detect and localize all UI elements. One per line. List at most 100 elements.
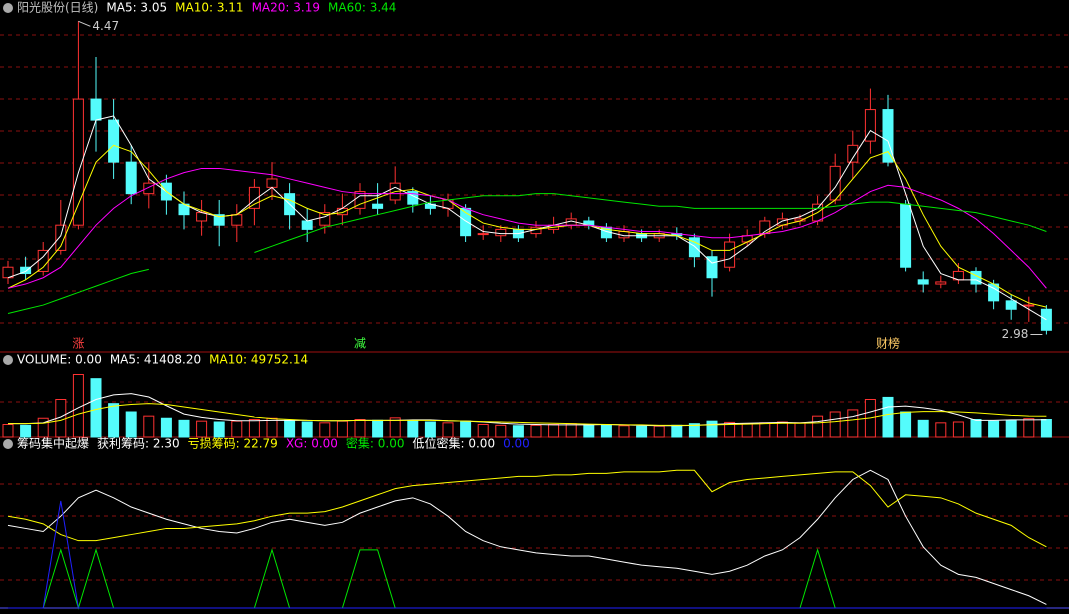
volume-bar (759, 422, 771, 438)
volume-bar (196, 420, 208, 438)
volume-bar (548, 424, 560, 438)
volume-bar (776, 421, 788, 438)
min-label: 2.98 (1002, 327, 1029, 341)
volume-bar (812, 415, 824, 438)
volume-bar (794, 422, 806, 438)
volume-bar (671, 424, 683, 438)
volume-bar (653, 425, 665, 438)
volume-bar (108, 403, 120, 438)
candle-body (1023, 304, 1035, 307)
candle-body (917, 279, 929, 285)
candle-body (354, 191, 366, 209)
candle-body (336, 207, 348, 216)
header-icon (3, 355, 13, 365)
volume-bar (442, 422, 454, 438)
volume-bar (178, 419, 190, 438)
candle-body (741, 235, 753, 243)
volume-bar (688, 423, 700, 438)
candle-body (706, 256, 718, 279)
candle-body (55, 224, 67, 251)
candle-body (248, 186, 260, 209)
header-label: MA5: 41408.20 (110, 353, 201, 367)
event-marker: 财榜 (876, 336, 900, 351)
indicator-line (7, 268, 149, 314)
candle-body (125, 161, 137, 195)
indicator-line (8, 403, 1047, 426)
volume-bar (407, 419, 419, 438)
volume-bar (2, 424, 14, 438)
candle-body (20, 266, 32, 275)
candle-body (495, 228, 507, 237)
header-label: MA10: 49752.14 (209, 353, 308, 367)
header-label: XG: 0.00 (286, 437, 338, 451)
candle-body (847, 144, 859, 163)
header-label: 阳光股份(日线) (17, 1, 98, 15)
header-icon (3, 3, 13, 13)
max-label: 4.47 (92, 19, 119, 33)
candle-body (864, 109, 876, 142)
volume-bar (917, 419, 929, 438)
volume-bar (741, 423, 753, 438)
candle-body (72, 98, 84, 226)
candle-body (688, 237, 700, 258)
header-label: VOLUME: 0.00 (17, 353, 102, 367)
candle-body (266, 178, 278, 188)
volume-bar (90, 378, 102, 438)
volume-bar (618, 425, 630, 438)
volume-bar (565, 423, 577, 438)
indicator-line (8, 393, 1047, 427)
candle-body (477, 233, 489, 236)
volume-bar (583, 424, 595, 438)
candle-body (829, 165, 841, 201)
event-marker: 涨 (72, 336, 84, 351)
candle-body (143, 182, 155, 195)
header-label: MA5: 3.05 (106, 1, 167, 15)
volume-bar (1005, 419, 1017, 438)
candle-body (900, 203, 912, 268)
volume-bar (970, 419, 982, 438)
candle-body (935, 281, 947, 285)
header-label: MA20: 3.19 (252, 1, 320, 15)
volume-bar (988, 420, 1000, 438)
candle-body (2, 266, 14, 279)
volume-bar (952, 421, 964, 438)
candle-body (231, 214, 243, 226)
volume-bar (495, 424, 507, 438)
indicator-line (7, 144, 1047, 308)
volume-bar (213, 421, 225, 438)
volume-bar (20, 424, 32, 438)
volume-bar (301, 421, 313, 438)
max-pointer (78, 20, 91, 27)
header-icon (3, 439, 13, 449)
indicator-line (254, 193, 1047, 253)
indicator-line (8, 500, 1047, 609)
volume-bar (248, 419, 260, 438)
volume-bar (530, 424, 542, 438)
header-label: 0.00 (503, 437, 530, 451)
candle-body (90, 98, 102, 121)
volume-bar (143, 415, 155, 438)
header-label: 低位密集: 0.00 (413, 436, 496, 451)
volume-bar (319, 422, 331, 438)
header-label: 筹码集中起爆 (17, 436, 89, 451)
candle-body (372, 203, 384, 209)
candle-body (301, 220, 313, 230)
volume-bar (231, 420, 243, 438)
volume-bar (706, 420, 718, 438)
volume-bar (600, 424, 612, 438)
candle-body (213, 214, 225, 226)
volume-bar (724, 421, 736, 438)
volume-bar (389, 417, 401, 438)
volume-bar (460, 420, 472, 438)
event-marker: 减 (354, 337, 366, 351)
volume-bar (266, 417, 278, 438)
candle-body (724, 241, 736, 268)
volume-bar (900, 411, 912, 438)
header-label: MA60: 3.44 (328, 1, 396, 15)
volume-bar (125, 411, 137, 438)
volume-bar (829, 411, 841, 438)
header-label: 获利筹码: 2.30 (97, 437, 180, 451)
volume-bar (372, 419, 384, 438)
